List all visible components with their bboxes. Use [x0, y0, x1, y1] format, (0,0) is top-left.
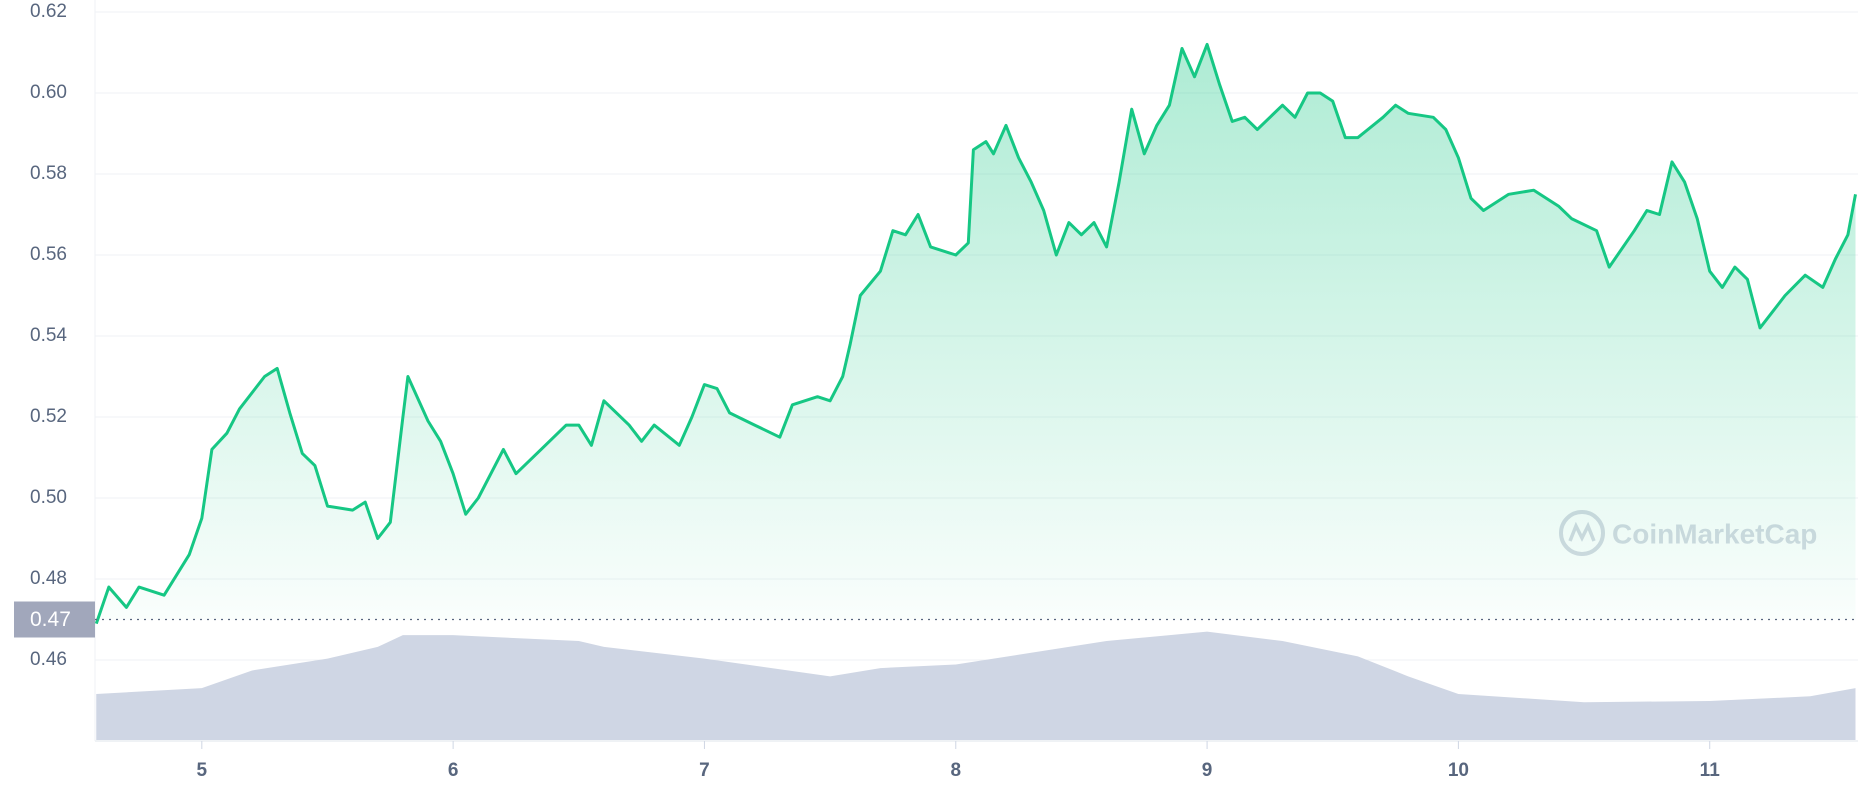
price-line: [94, 42, 1857, 625]
price-area: [96, 44, 1856, 624]
y-tick-label: 0.46: [30, 649, 67, 670]
reference-label: 0.47: [30, 608, 71, 631]
x-tick-label: 11: [1700, 760, 1721, 781]
y-tick-label: 0.62: [30, 1, 67, 22]
y-tick-label: 0.50: [30, 487, 67, 508]
x-tick-label: 6: [448, 760, 459, 781]
reference-badge: [14, 601, 95, 638]
y-tick-label: 0.48: [30, 568, 67, 589]
y-tick-label: 0.56: [30, 244, 67, 265]
y-tick-label: 0.58: [30, 163, 67, 184]
y-tick-label: 0.54: [30, 325, 67, 346]
x-tick-label: 8: [950, 760, 961, 781]
x-tick-label: 9: [1202, 760, 1213, 781]
x-tick-label: 7: [699, 760, 710, 781]
x-tick-label: 5: [197, 760, 208, 781]
y-tick-label: 0.60: [30, 82, 67, 103]
y-tick-label: 0.52: [30, 406, 67, 427]
volume-area: [96, 631, 1856, 741]
x-tick-label: 10: [1448, 760, 1469, 781]
